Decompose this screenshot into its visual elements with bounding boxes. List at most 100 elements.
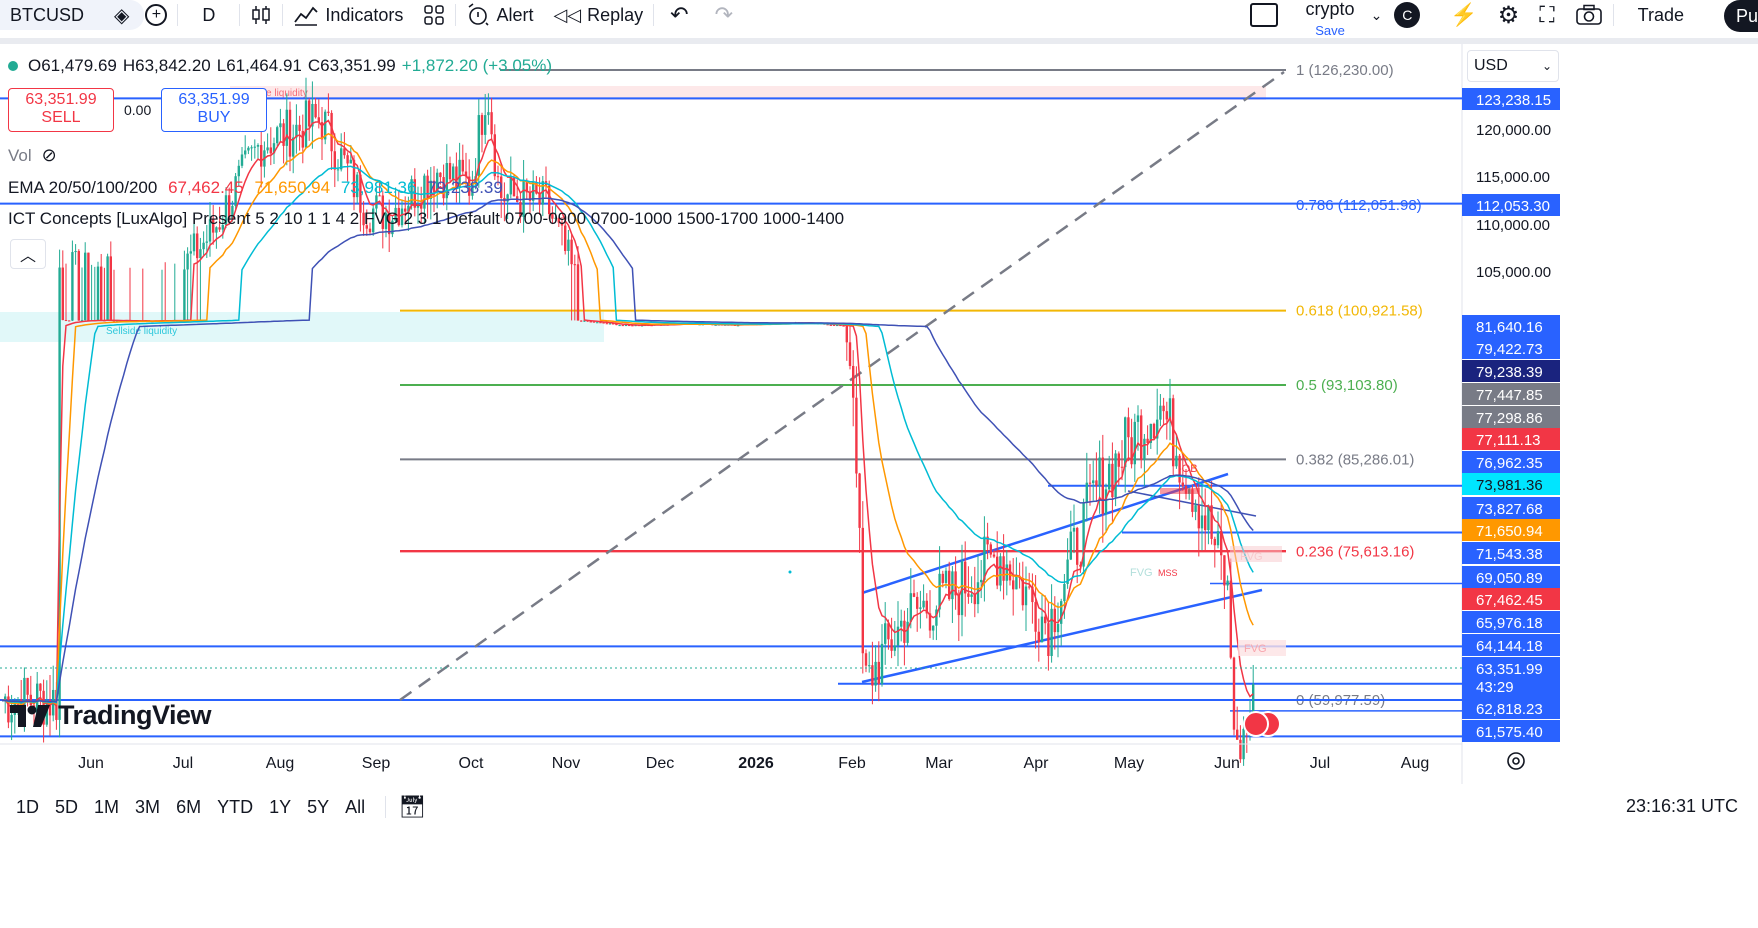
candle-body [436,172,439,193]
trade-button[interactable]: Trade [1614,0,1708,30]
save-layout-button[interactable]: crypto Save [1296,0,1365,37]
low-value: L61,464.91 [216,56,302,75]
time-axis-tick: Jul [1310,755,1330,772]
toolbar-divider [455,4,457,26]
candle-body [1095,480,1098,486]
price-axis-label: 73,981.36 [1476,477,1543,494]
tradingview-wordmark: TradingView [58,700,212,730]
candle-body [279,123,282,128]
redo-button[interactable]: ↷ [705,0,743,30]
candle-body [256,145,260,147]
candle-body [1152,423,1156,439]
candle-body [212,219,215,233]
candle-body [957,595,960,616]
time-axis-tick: Jun [78,755,104,772]
candle-body [228,195,231,219]
utc-clock[interactable]: 23:16:31 UTC [1625,796,1738,816]
alert-button[interactable]: Alert [456,0,543,30]
candle-body [890,639,893,651]
candle-body [1165,411,1168,420]
candle-body [887,623,890,640]
price-axis-label: 62,818.23 [1476,701,1543,718]
candle-body [311,103,314,127]
range-all[interactable]: All [345,796,366,817]
candle-body [1213,538,1216,546]
publish-button[interactable]: Pu [1724,0,1758,32]
candle-body [84,252,87,321]
account-button[interactable]: C [1388,0,1440,30]
candle-body [912,593,916,597]
indicators-button[interactable]: Indicators [283,0,413,30]
range-6m[interactable]: 6M [176,796,202,817]
candle-body [1204,515,1207,531]
range-1y[interactable]: 1Y [269,796,292,817]
range-ytd[interactable]: YTD [217,796,254,817]
price-axis-tick: 120,000.00 [1476,122,1551,139]
range-5y[interactable]: 5Y [307,796,330,817]
sell-price: 63,351.99 [25,91,97,108]
candle-body [922,600,925,608]
fullscreen-button[interactable]: ⛶ [1529,0,1564,30]
candle-body [368,228,372,233]
ict-concepts-legend[interactable]: ICT Concepts [LuxAlgo] Present 5 2 10 1 … [8,209,845,228]
candle-body [608,323,612,325]
candle-body [1120,466,1124,468]
settings-button[interactable]: ⚙ [1488,0,1530,30]
candle-body [884,623,887,644]
snapshot-button[interactable] [1565,0,1613,30]
candle-body [346,155,349,164]
candle-body [567,239,570,251]
range-1d[interactable]: 1D [16,796,40,817]
ema-legend[interactable]: EMA 20/50/100/200 67,462.45 71,650.94 73… [8,178,503,198]
buy-button[interactable]: 63,351.99 BUY [161,88,267,132]
candle-body [272,143,276,154]
chevron-down-icon: ⌄ [1541,59,1552,73]
compare-symbol-button[interactable]: + [135,0,177,30]
candle-body [452,166,455,180]
candle-body [628,325,631,327]
volume-label: Vol [8,145,32,165]
price-chart[interactable]: Buyside liquidity Sellside liquidity 1 (12… [0,44,1758,784]
layout-menu-button[interactable]: ⌄ [1365,0,1389,30]
candle-body [221,225,224,230]
volume-legend[interactable]: Vol ⊘ [8,145,57,166]
range-1m[interactable]: 1M [94,796,120,817]
candle-body [39,683,42,691]
candle-body [1082,502,1085,567]
interval-button[interactable]: D [178,0,239,30]
candle-body [442,177,445,199]
currency-select[interactable]: USD ⌄ [1467,50,1559,82]
range-5d[interactable]: 5D [55,796,79,817]
watchlist-add-button[interactable]: ◈ [108,0,135,30]
candle-body [1143,438,1146,460]
candle-body [407,205,410,212]
candle-body [1040,616,1044,643]
chevron-down-icon: ⌄ [1370,6,1383,23]
price-axis-label: 76,962.35 [1476,455,1543,472]
rewind-icon: ◁◁ [553,4,582,25]
collapse-legend-button[interactable]: ︿ [10,239,46,269]
sell-label: SELL [41,109,81,126]
candle-body [343,148,346,156]
candle-body [986,536,989,545]
replay-button[interactable]: ◁◁ Replay [543,0,653,30]
candle-body [980,579,983,583]
quick-search-button[interactable]: ⚡ [1440,0,1487,30]
price-axis-label-bg [1462,451,1560,473]
candle-body [496,176,500,178]
candle-body [868,665,871,667]
candle-body [61,267,64,321]
templates-button[interactable] [413,0,455,30]
symbol-search-button[interactable]: BTCUSD [0,0,144,30]
range-3m[interactable]: 3M [135,796,161,817]
price-axis-label-bg [1462,428,1560,450]
candle-body [1207,505,1210,531]
sell-button[interactable]: 63,351.99 SELL [8,88,114,132]
calendar-range-icon[interactable]: 📅︎ [398,794,427,819]
eye-hidden-icon[interactable]: ⊘ [41,145,57,165]
candle-body [333,151,336,170]
candle-body [583,320,586,322]
undo-button[interactable]: ↶ [654,0,704,30]
layout-button[interactable] [1232,0,1296,30]
chart-type-button[interactable] [240,0,282,30]
